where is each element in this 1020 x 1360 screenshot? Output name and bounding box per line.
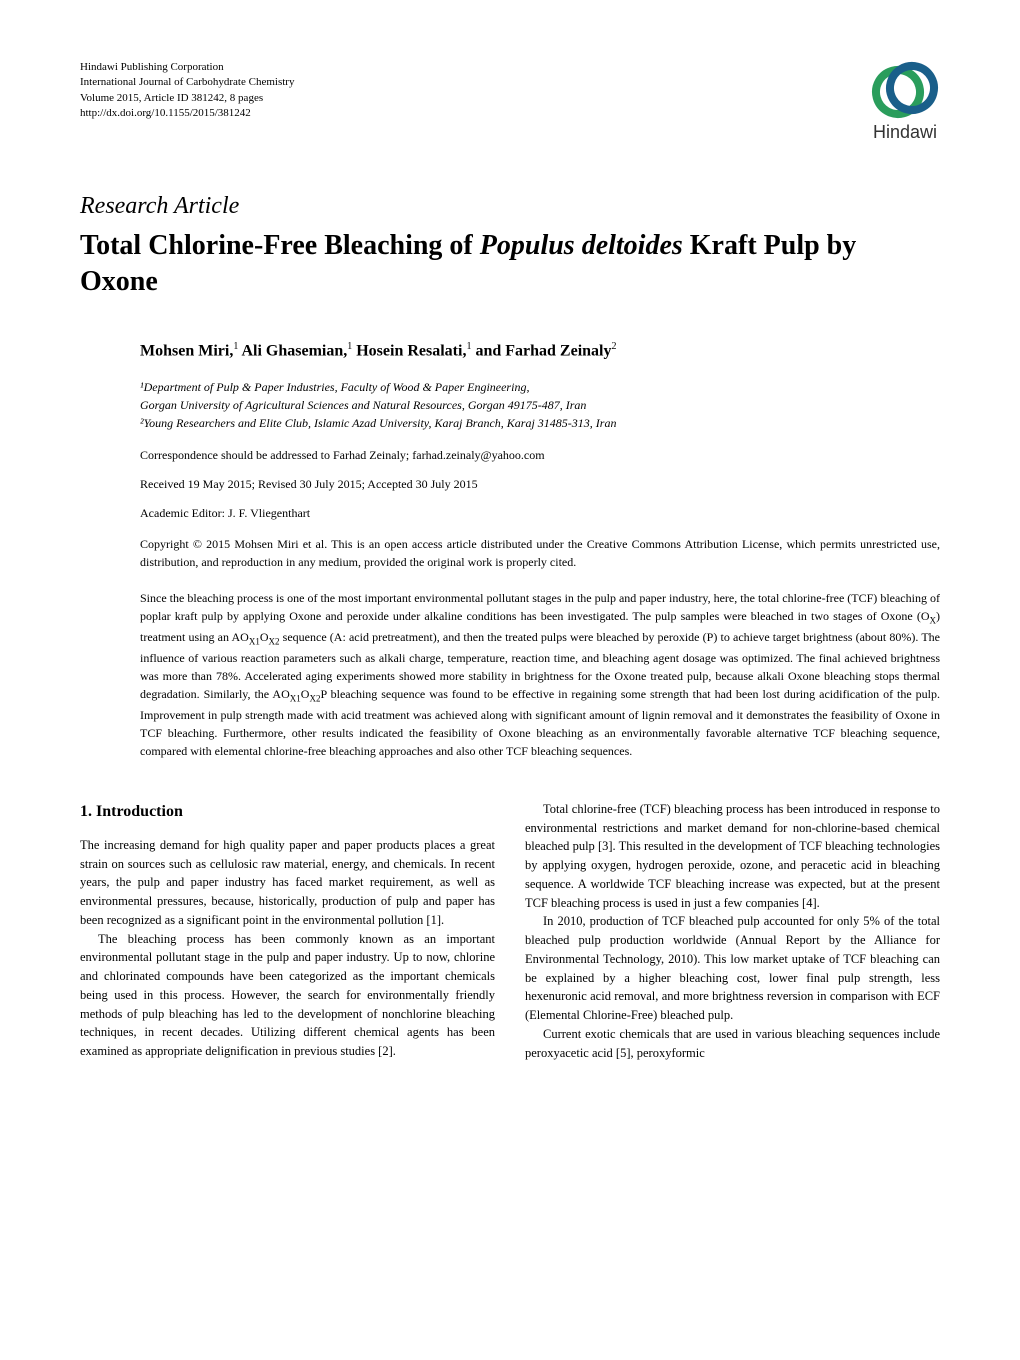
publisher-journal: International Journal of Carbohydrate Ch…: [80, 75, 294, 90]
authors: Mohsen Miri,1 Ali Ghasemian,1 Hosein Res…: [140, 341, 940, 360]
academic-editor: Academic Editor: J. F. Vliegenthart: [140, 506, 940, 521]
section-1-heading: 1. Introduction: [80, 800, 495, 824]
intro-para-1: The increasing demand for high quality p…: [80, 836, 495, 930]
intro-para-3: Total chlorine-free (TCF) bleaching proc…: [525, 800, 940, 913]
affiliation-1-line1: ¹Department of Pulp & Paper Industries, …: [140, 378, 940, 396]
dates: Received 19 May 2015; Revised 30 July 20…: [140, 477, 940, 492]
title-part1: Total Chlorine-Free Bleaching of: [80, 230, 480, 261]
correspondence: Correspondence should be addressed to Fa…: [140, 448, 940, 463]
publisher-volume: Volume 2015, Article ID 381242, 8 pages: [80, 91, 294, 106]
intro-para-5: Current exotic chemicals that are used i…: [525, 1025, 940, 1063]
hindawi-logo-icon: [870, 60, 940, 120]
right-column: Total chlorine-free (TCF) bleaching proc…: [525, 800, 940, 1063]
article-type: Research Article: [80, 193, 940, 220]
article-title: Total Chlorine-Free Bleaching of Populus…: [80, 228, 940, 301]
content-columns: 1. Introduction The increasing demand fo…: [80, 800, 940, 1063]
copyright: Copyright © 2015 Mohsen Miri et al. This…: [140, 535, 940, 571]
affiliation-2: ²Young Researchers and Elite Club, Islam…: [140, 414, 940, 432]
intro-para-2: The bleaching process has been commonly …: [80, 930, 495, 1061]
affiliations: ¹Department of Pulp & Paper Industries, …: [140, 378, 940, 432]
hindawi-logo: Hindawi: [870, 60, 940, 143]
title-italic: Populus deltoides: [480, 230, 683, 261]
publisher-corporation: Hindawi Publishing Corporation: [80, 60, 294, 75]
abstract: Since the bleaching process is one of th…: [140, 589, 940, 760]
intro-para-4: In 2010, production of TCF bleached pulp…: [525, 912, 940, 1025]
affiliation-1-line2: Gorgan University of Agricultural Scienc…: [140, 396, 940, 414]
left-column: 1. Introduction The increasing demand fo…: [80, 800, 495, 1063]
hindawi-logo-text: Hindawi: [873, 122, 937, 143]
publisher-info: Hindawi Publishing Corporation Internati…: [80, 60, 294, 122]
publisher-doi: http://dx.doi.org/10.1155/2015/381242: [80, 106, 294, 121]
header-row: Hindawi Publishing Corporation Internati…: [80, 60, 940, 143]
